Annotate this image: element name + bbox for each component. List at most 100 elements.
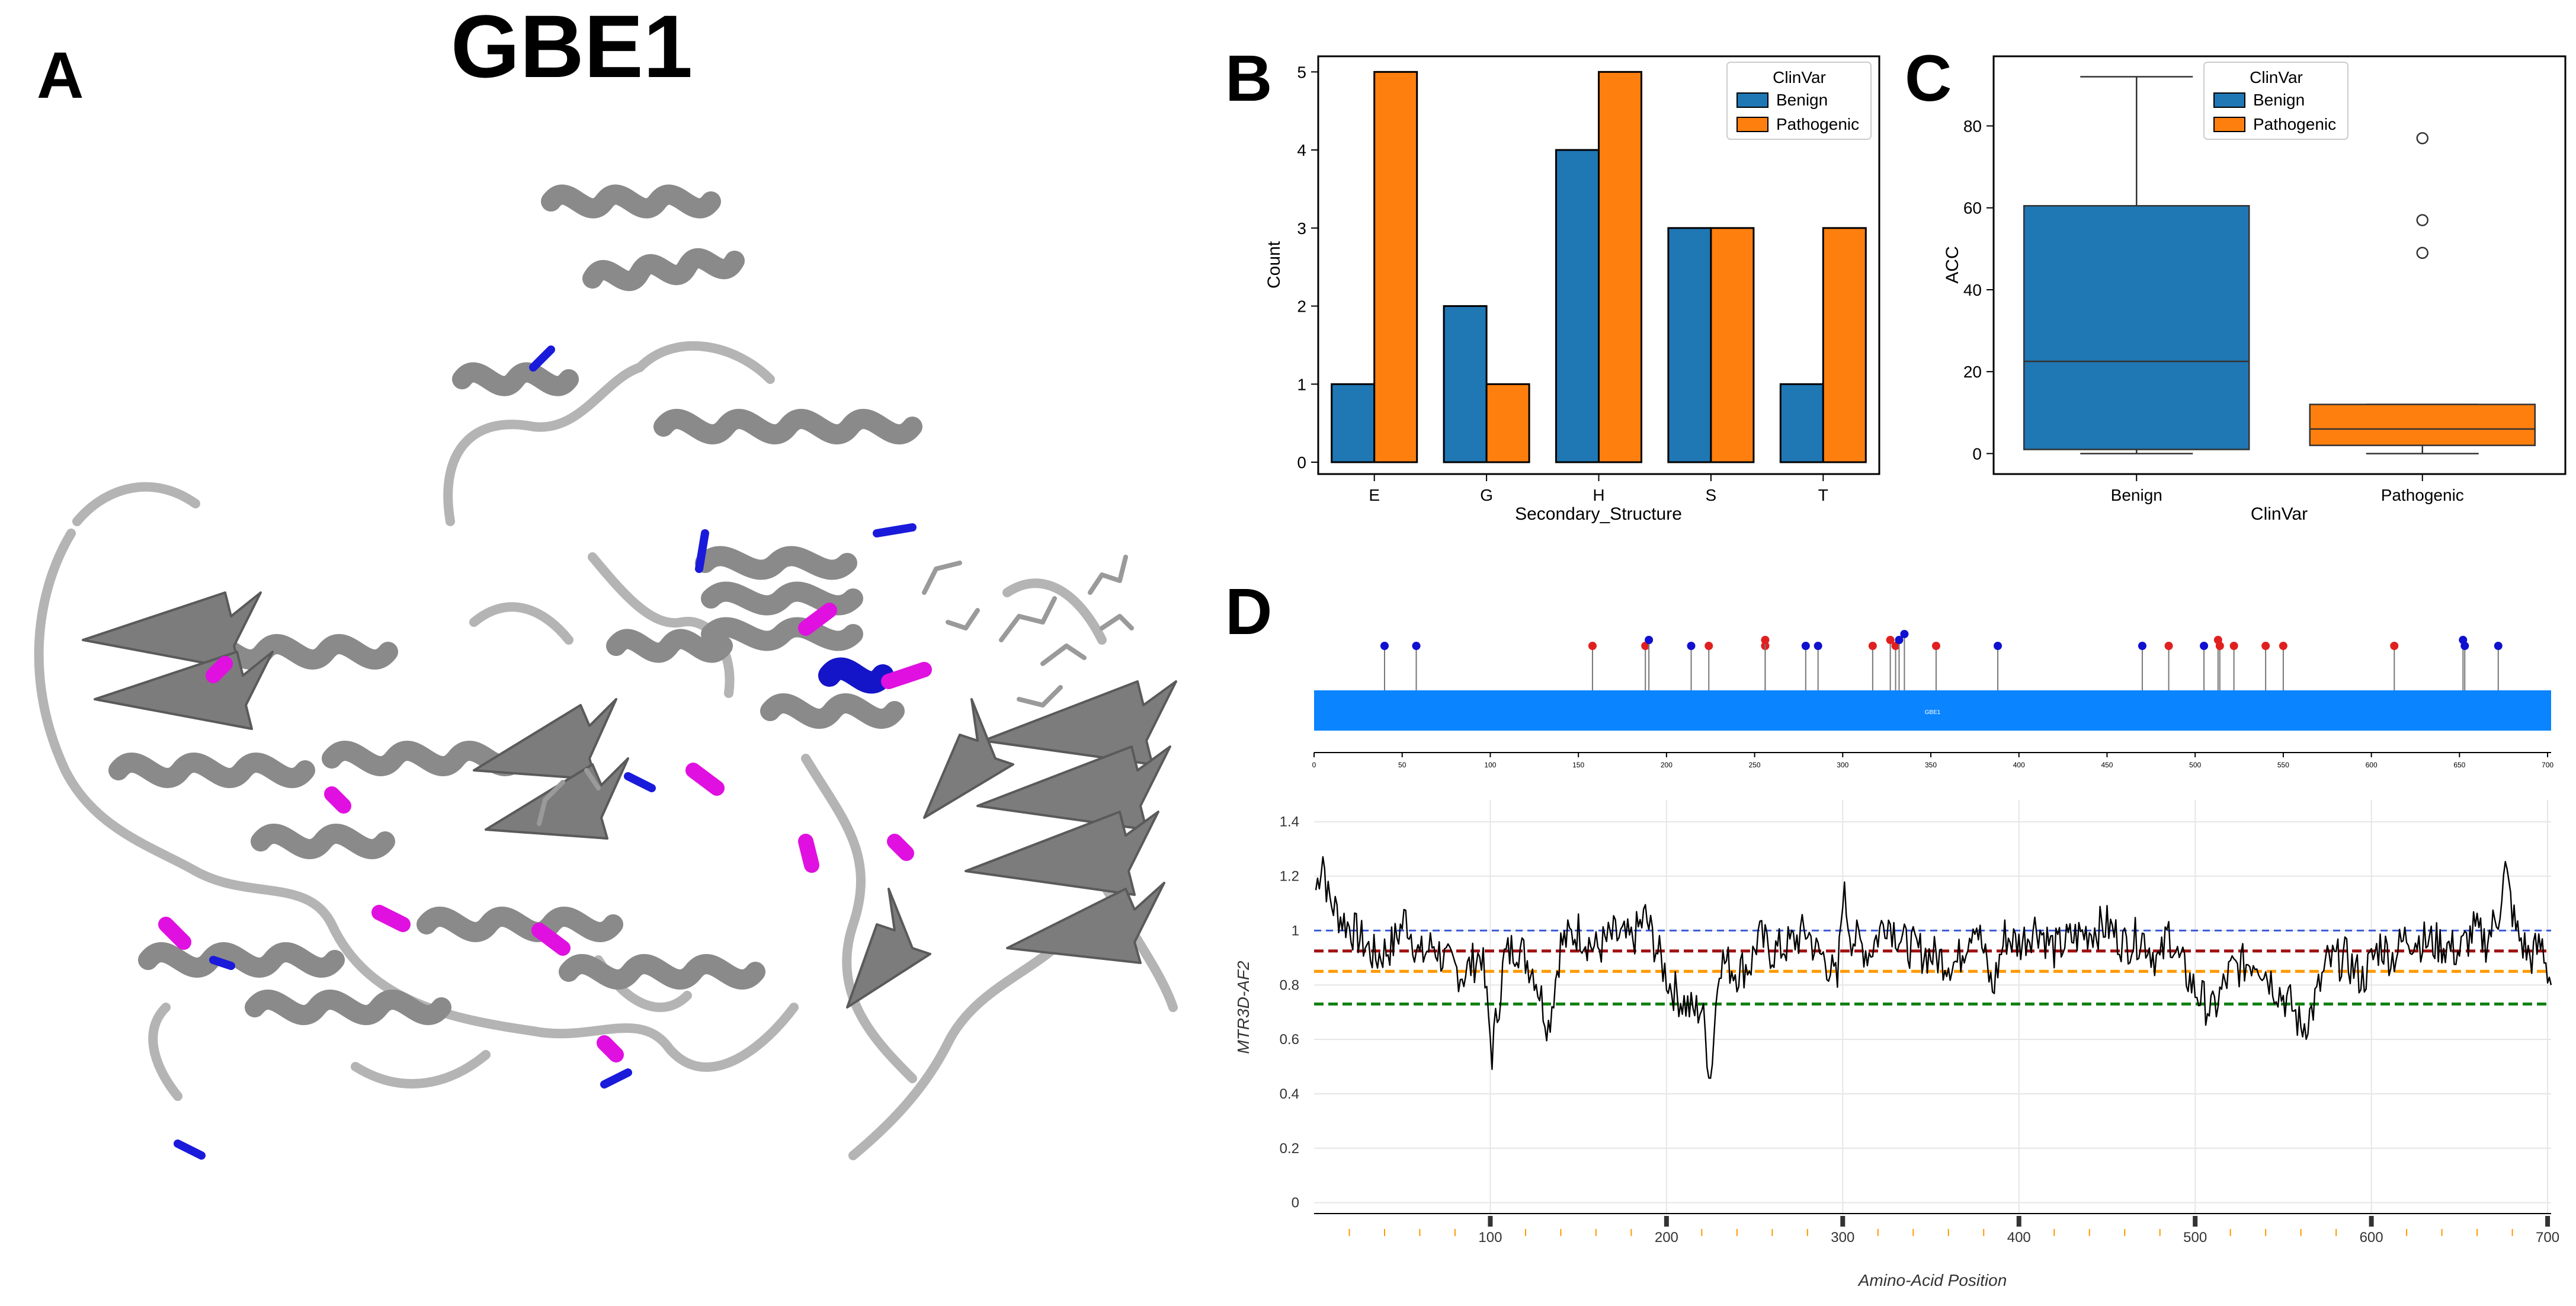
line-plot-minor-ticks [1348, 1229, 2513, 1236]
y-tick-label-c: 80 [1963, 117, 1982, 136]
lollipop-x-tick-label: 150 [1572, 761, 1584, 769]
lollipop-head-pathogenic [2164, 642, 2173, 650]
x-axis-label-b: Secondary_Structure [1515, 504, 1682, 524]
line-plot-y-ticks: 0 0.2 0.4 0.6 0.8 1 1.2 1.4 [1280, 814, 1299, 1211]
lollipop-head-benign [1687, 642, 1696, 650]
lollipop-head-benign [2460, 642, 2469, 650]
legend-swatch-benign-c [2213, 92, 2245, 108]
legend-c: ClinVar Benign Pathogenic [2203, 62, 2348, 140]
lollipop-x-tick-label: 500 [2189, 761, 2201, 769]
lollipop-head-benign [1645, 636, 1654, 644]
legend-b: ClinVar Benign Pathogenic [1726, 62, 1872, 140]
x-tick-label-b: S [1706, 486, 1717, 504]
protein-side-chains [537, 555, 1134, 826]
y-tick-label-d: 1.4 [1280, 814, 1299, 830]
variant-lollipops [1380, 630, 2503, 690]
lollipop-head-benign [2138, 642, 2146, 650]
y-axis-label-c: ACC [1943, 246, 1962, 283]
lollipop-head-pathogenic [1704, 642, 1713, 650]
legend-label-pathogenic-c: Pathogenic [2253, 115, 2336, 133]
x-axis-label-d: Amino-Acid Position [1857, 1271, 2007, 1289]
protein-domain-bar [1314, 690, 2551, 731]
lollipop-head-pathogenic [1931, 642, 1940, 650]
protein-title: GBE1 [451, 0, 693, 96]
lollipop-x-tick-label: 300 [1837, 761, 1848, 769]
lollipop-x-tick-label: 200 [1661, 761, 1673, 769]
legend-title-c: ClinVar [2250, 68, 2303, 87]
y-tick-label-b: 5 [1297, 63, 1306, 81]
lollipop-head-pathogenic [2215, 642, 2224, 650]
lollipop-head-pathogenic [1761, 636, 1770, 644]
legend-label-pathogenic-b: Pathogenic [1776, 115, 1859, 133]
lollipop-x-tick-label: 0 [1312, 761, 1316, 769]
lollipop-head-pathogenic [1868, 642, 1877, 650]
x-tick-label-c: Pathogenic [2381, 486, 2464, 504]
benign-site-cluster [818, 657, 894, 694]
protein-structure-image [34, 184, 1178, 1160]
line-plot-x-ticks: 100 200 300 400 500 600 700 [1478, 1216, 2559, 1246]
legend-swatch-pathogenic-b [1736, 117, 1768, 132]
lollipop-x-tick-label: 550 [2277, 761, 2289, 769]
x-tick-d [2369, 1216, 2374, 1227]
panel-label-d: D [1225, 575, 1272, 648]
y-tick-label-d: 0.8 [1280, 977, 1299, 993]
x-tick-label-d: 400 [2007, 1230, 2031, 1246]
y-axis-label-b: Count [1264, 241, 1284, 289]
y-tick-label-d: 1 [1292, 923, 1299, 939]
x-tick-d [2545, 1216, 2551, 1227]
lollipop-head-pathogenic [2390, 642, 2399, 650]
bar-pathogenic-s [1710, 227, 1755, 463]
y-tick-label-b: 4 [1297, 141, 1306, 159]
y-tick-label-c: 20 [1963, 363, 1982, 381]
lollipop-x-tick-label: 250 [1749, 761, 1761, 769]
protein-loops [34, 341, 1178, 1160]
x-tick-d [1488, 1216, 1493, 1227]
x-tick-d [1840, 1216, 1846, 1227]
y-axis-c: 0 20 40 60 80 [1963, 117, 1994, 463]
lollipop-x-ticks: 0 50 100 150 200 250 300 350 400 450 500 550 600 650 7… [1312, 753, 2553, 769]
x-tick-label-d: 600 [2360, 1230, 2383, 1246]
lollipop-x-tick-label: 450 [2101, 761, 2113, 769]
panel-d: D GBE1 0 50 100 150 200 250 300 350 400 450 500 550… [1225, 575, 2559, 1289]
legend-label-benign-b: Benign [1776, 91, 1828, 109]
y-tick-label-c: 60 [1963, 199, 1982, 217]
panel-c: C 0 20 40 60 80 Benign Pathogenic ACC ClinVar… [1905, 42, 2567, 524]
x-tick-label-d: 700 [2536, 1230, 2559, 1246]
legend-swatch-pathogenic-c [2213, 117, 2245, 132]
y-tick-label-d: 0.6 [1280, 1032, 1299, 1048]
y-tick-label-d: 1.2 [1280, 869, 1299, 885]
panel-label-b: B [1225, 42, 1272, 115]
lollipop-head-pathogenic [2229, 642, 2238, 650]
boxes-c [2023, 76, 2536, 454]
x-tick-label-b: E [1369, 486, 1380, 504]
bar-pathogenic-t [1822, 227, 1867, 463]
plot-frame-c [1992, 55, 2567, 475]
mtr3d-line [1315, 856, 2552, 1079]
lollipop-head-benign [1814, 642, 1822, 650]
y-tick-label-c: 0 [1972, 444, 1982, 463]
y-tick-label-b: 0 [1297, 453, 1306, 472]
y-axis-label-d: MTR3D-AF2 [1234, 961, 1252, 1054]
y-tick-label-b: 3 [1297, 219, 1306, 238]
bar-benign-t [1779, 383, 1824, 463]
panel-b: B 0 1 2 3 4 5 E G H S T Count Secondary_Structure… [1225, 42, 1880, 524]
pathogenic-sites [158, 603, 932, 1062]
y-tick-label-c: 40 [1963, 281, 1982, 299]
y-tick-label-d: 0 [1292, 1195, 1299, 1211]
bar-pathogenic-e [1373, 71, 1418, 463]
lollipop-x-tick-label: 400 [2013, 761, 2025, 769]
outlier-pathogenic [2416, 247, 2428, 260]
y-tick-label-d: 0.4 [1280, 1086, 1299, 1102]
x-tick-label-c: Benign [2111, 486, 2162, 504]
y-tick-label-d: 0.2 [1280, 1141, 1299, 1157]
bars-b [1331, 71, 1867, 463]
x-axis-c: Benign Pathogenic [2111, 474, 2464, 504]
legend-label-benign-c: Benign [2253, 91, 2305, 109]
lollipop-head-benign [1900, 630, 1909, 638]
x-tick-d [2016, 1216, 2021, 1227]
x-tick-label-d: 500 [2183, 1230, 2207, 1246]
lollipop-x-tick-label: 100 [1484, 761, 1496, 769]
lollipop-head-benign [1380, 642, 1389, 650]
outlier-pathogenic [2416, 132, 2428, 145]
